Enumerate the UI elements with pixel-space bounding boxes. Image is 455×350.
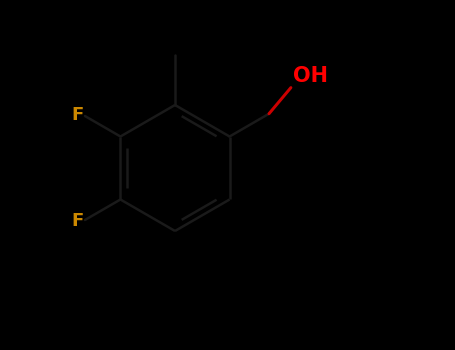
Text: F: F <box>71 106 83 124</box>
Text: F: F <box>71 212 83 230</box>
Text: OH: OH <box>293 66 328 86</box>
